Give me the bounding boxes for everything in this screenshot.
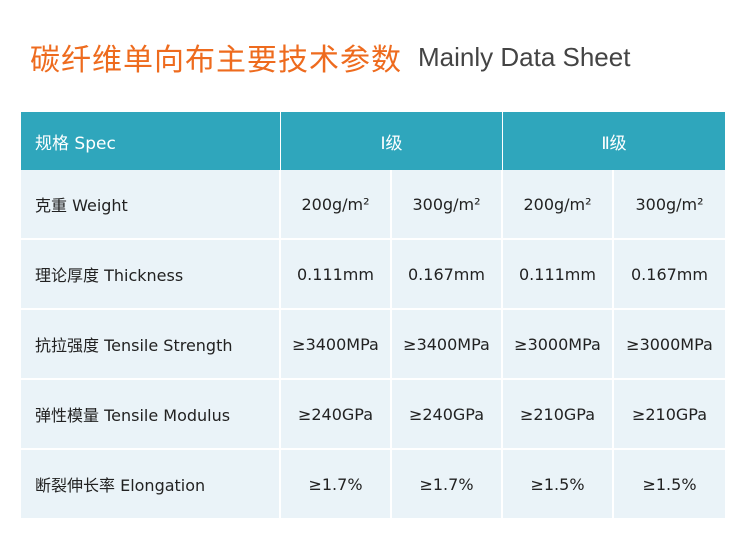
table-cell: ≥3400MPa — [392, 310, 503, 380]
row-label-weight: 克重 Weight — [21, 170, 281, 240]
row-label-tensile-strength: 抗拉强度 Tensile Strength — [21, 310, 281, 380]
title-chinese: 碳纤维单向布主要技术参数 — [30, 43, 402, 78]
data-sheet-table: 规格 Spec Ⅰ级 Ⅱ级 克重 Weight 200g/m² 300g/m² … — [21, 112, 725, 520]
table-cell: ≥3000MPa — [614, 310, 725, 380]
table-cell: 0.111mm — [281, 240, 392, 310]
table-cell: 200g/m² — [503, 170, 614, 240]
table-cell: ≥210GPa — [614, 380, 725, 450]
header-grade-2: Ⅱ级 — [503, 112, 725, 170]
table-cell: 0.111mm — [503, 240, 614, 310]
table-cell: ≥1.5% — [614, 450, 725, 520]
table-cell: ≥3400MPa — [281, 310, 392, 380]
page-title: 碳纤维单向布主要技术参数 Mainly Data Sheet — [30, 34, 630, 80]
header-spec: 规格 Spec — [21, 112, 281, 170]
table-cell: 0.167mm — [392, 240, 503, 310]
table-cell: ≥240GPa — [392, 380, 503, 450]
table-cell: 200g/m² — [281, 170, 392, 240]
table-cell: ≥1.7% — [281, 450, 392, 520]
row-label-thickness: 理论厚度 Thickness — [21, 240, 281, 310]
row-label-elongation: 断裂伸长率 Elongation — [21, 450, 281, 520]
table-cell: ≥210GPa — [503, 380, 614, 450]
title-english: Mainly Data Sheet — [418, 41, 631, 72]
row-label-tensile-modulus: 弹性模量 Tensile Modulus — [21, 380, 281, 450]
header-grade-1: Ⅰ级 — [281, 112, 503, 170]
table-cell: 300g/m² — [614, 170, 725, 240]
table-cell: ≥3000MPa — [503, 310, 614, 380]
table-cell: ≥1.7% — [392, 450, 503, 520]
table-cell: ≥240GPa — [281, 380, 392, 450]
table-cell: ≥1.5% — [503, 450, 614, 520]
table-cell: 0.167mm — [614, 240, 725, 310]
table-cell: 300g/m² — [392, 170, 503, 240]
